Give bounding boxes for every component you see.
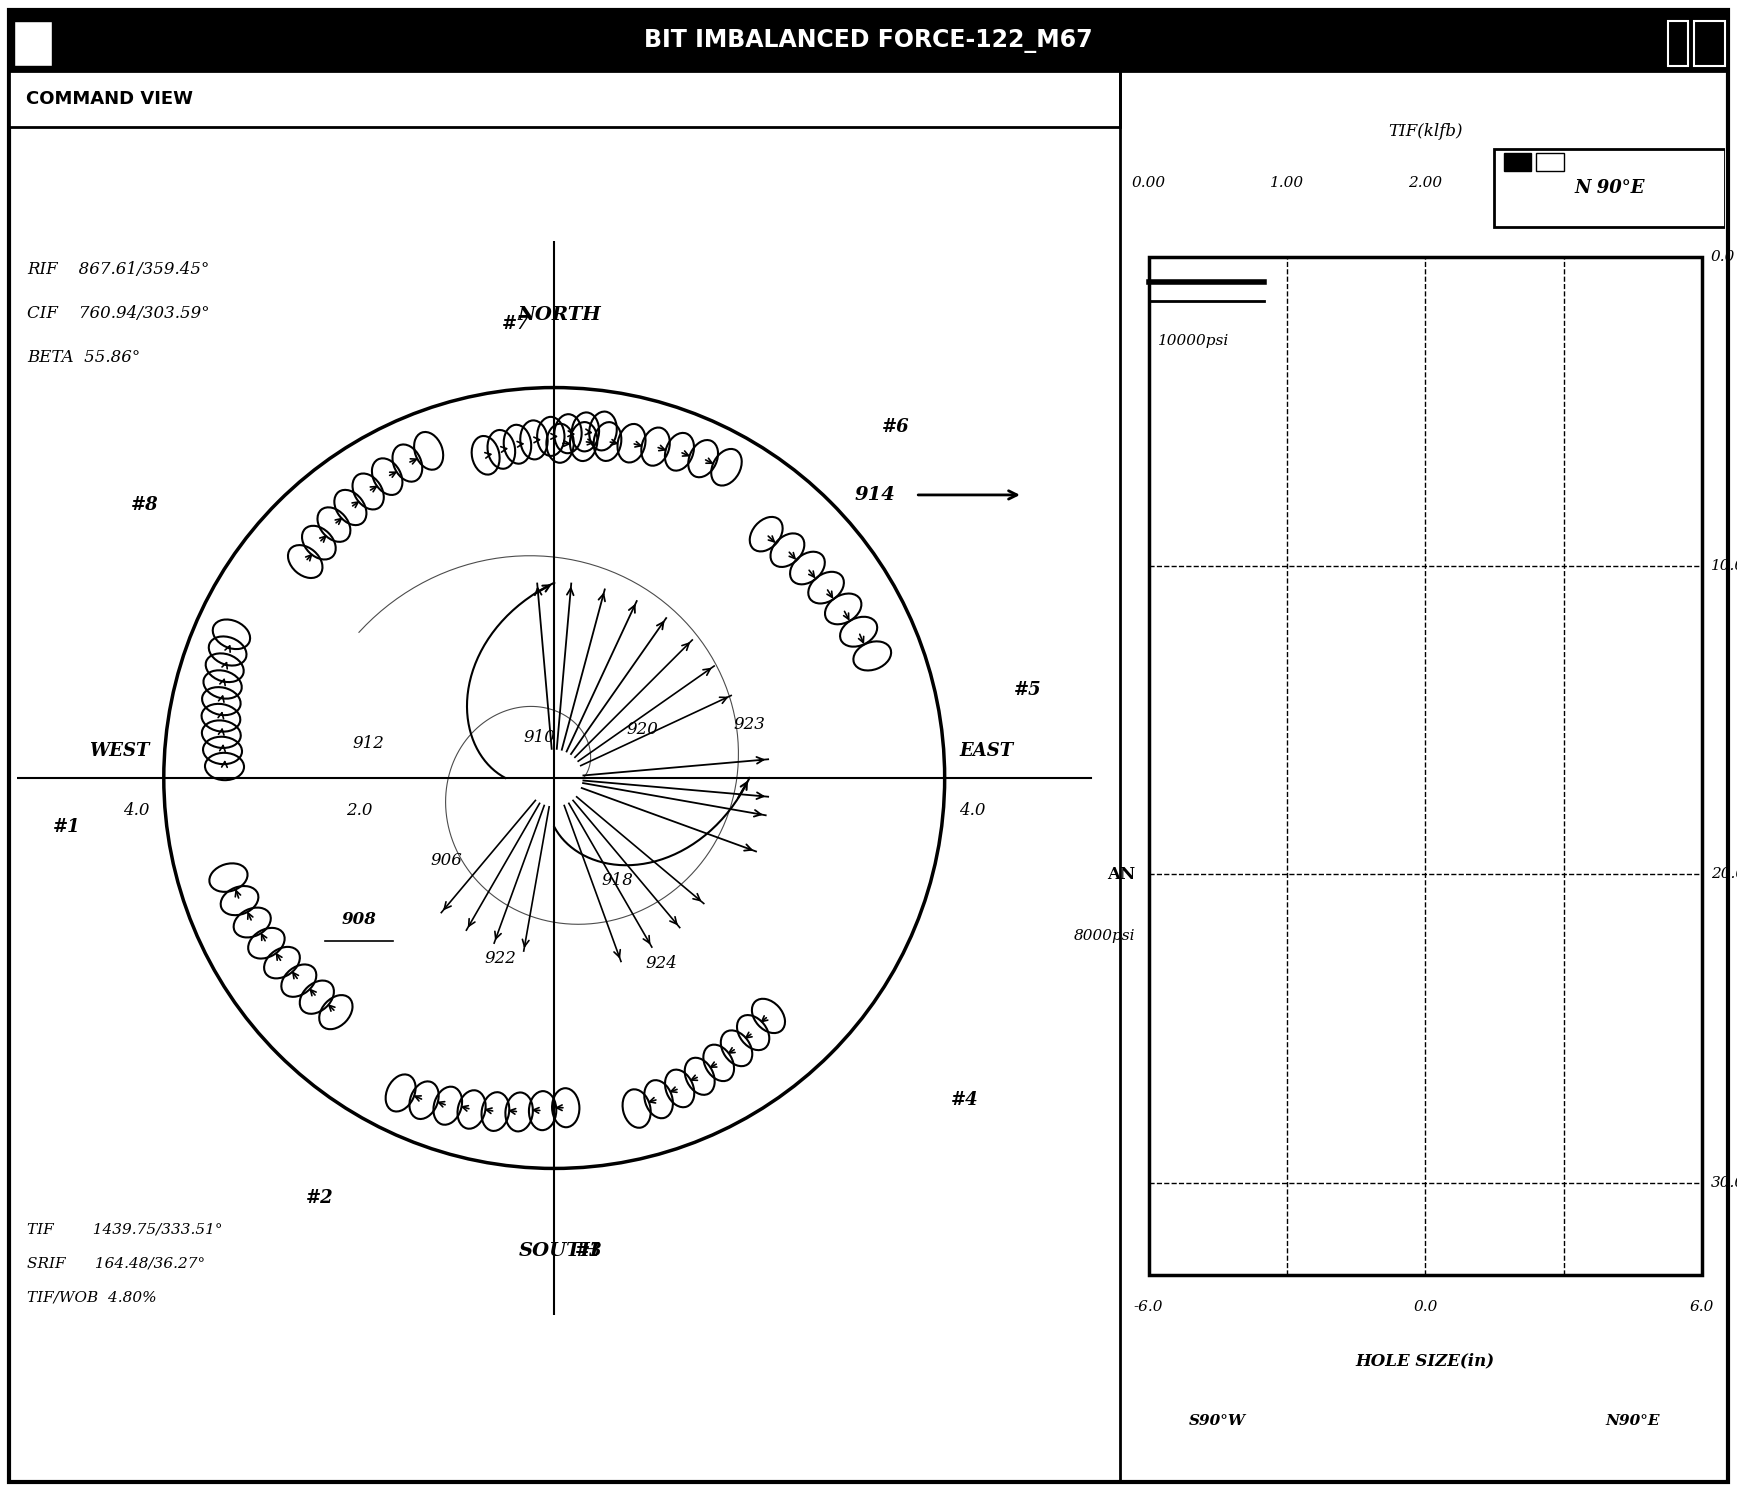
Text: 4.0: 4.0 (123, 803, 149, 819)
Bar (14, 21, 52, 66)
Text: 914: 914 (855, 485, 896, 503)
Bar (1494, 149, 1725, 226)
Text: TIF(klfb): TIF(klfb) (1388, 124, 1463, 140)
Text: 1.00: 1.00 (1270, 176, 1304, 189)
Text: SOUTH: SOUTH (519, 1242, 599, 1260)
Text: BETA  55.86°: BETA 55.86° (28, 348, 141, 365)
Text: 3.00: 3.00 (1546, 176, 1581, 189)
Text: -6.0: -6.0 (1134, 1300, 1164, 1313)
Text: TIF/WOB  4.80%: TIF/WOB 4.80% (28, 1291, 156, 1304)
Bar (9, 71, 1120, 127)
Text: 4.00: 4.00 (1685, 176, 1720, 189)
Text: BIT IMBALANCED FORCE-122_M67: BIT IMBALANCED FORCE-122_M67 (644, 28, 1093, 54)
Text: 2.00: 2.00 (1409, 176, 1442, 189)
Text: #5: #5 (1014, 680, 1042, 700)
Text: 6.0: 6.0 (1690, 1300, 1714, 1313)
Text: HOLE SIZE(in): HOLE SIZE(in) (1355, 1352, 1496, 1370)
Text: COMMAND VIEW: COMMAND VIEW (26, 89, 193, 109)
Text: 10000psi: 10000psi (1159, 335, 1230, 348)
Text: 0.00: 0.00 (1131, 176, 1166, 189)
Text: SRIF      164.48/36.27°: SRIF 164.48/36.27° (28, 1257, 205, 1270)
Text: TIF        1439.75/333.51°: TIF 1439.75/333.51° (28, 1222, 222, 1236)
Text: 922: 922 (485, 950, 516, 966)
Text: #4: #4 (950, 1091, 978, 1109)
Bar (9, 10, 1728, 71)
Text: 918: 918 (601, 873, 634, 889)
Text: #8: #8 (130, 496, 158, 514)
Text: RIF    867.61/359.45°: RIF 867.61/359.45° (28, 261, 210, 277)
Text: WEST: WEST (89, 743, 149, 761)
Text: 920: 920 (625, 721, 658, 737)
Bar (1694, 21, 1725, 66)
Bar (1504, 152, 1532, 171)
Text: NORTH: NORTH (518, 307, 601, 325)
Text: 20.0: 20.0 (1711, 867, 1737, 881)
Text: 4.0: 4.0 (959, 803, 987, 819)
Text: 924: 924 (646, 954, 677, 972)
Text: #2: #2 (306, 1188, 334, 1206)
Text: 908: 908 (342, 911, 377, 928)
Text: 8000psi: 8000psi (1073, 929, 1134, 943)
Text: #1: #1 (52, 817, 80, 835)
Text: #6: #6 (882, 417, 910, 436)
Text: S90°W: S90°W (1190, 1415, 1245, 1428)
Text: CIF    760.94/303.59°: CIF 760.94/303.59° (28, 305, 210, 322)
Text: AN: AN (1106, 865, 1134, 883)
Text: 2.0: 2.0 (346, 803, 372, 819)
Text: 912: 912 (353, 736, 384, 752)
Text: 10.0: 10.0 (1711, 558, 1737, 573)
Bar (1536, 152, 1563, 171)
Text: 910: 910 (523, 728, 556, 746)
Text: EAST: EAST (959, 743, 1013, 761)
Text: N90°E: N90°E (1605, 1415, 1661, 1428)
Text: 0.0: 0.0 (1412, 1300, 1438, 1313)
Bar (1668, 21, 1688, 66)
Text: 906: 906 (431, 853, 462, 870)
Bar (1148, 258, 1702, 1275)
Text: N 90°E: N 90°E (1574, 179, 1645, 197)
Text: #3: #3 (575, 1242, 603, 1260)
Text: 30.0: 30.0 (1711, 1176, 1737, 1190)
Text: 0.0: 0.0 (1711, 250, 1735, 265)
Text: #7: #7 (502, 316, 530, 334)
Text: 923: 923 (733, 716, 766, 733)
